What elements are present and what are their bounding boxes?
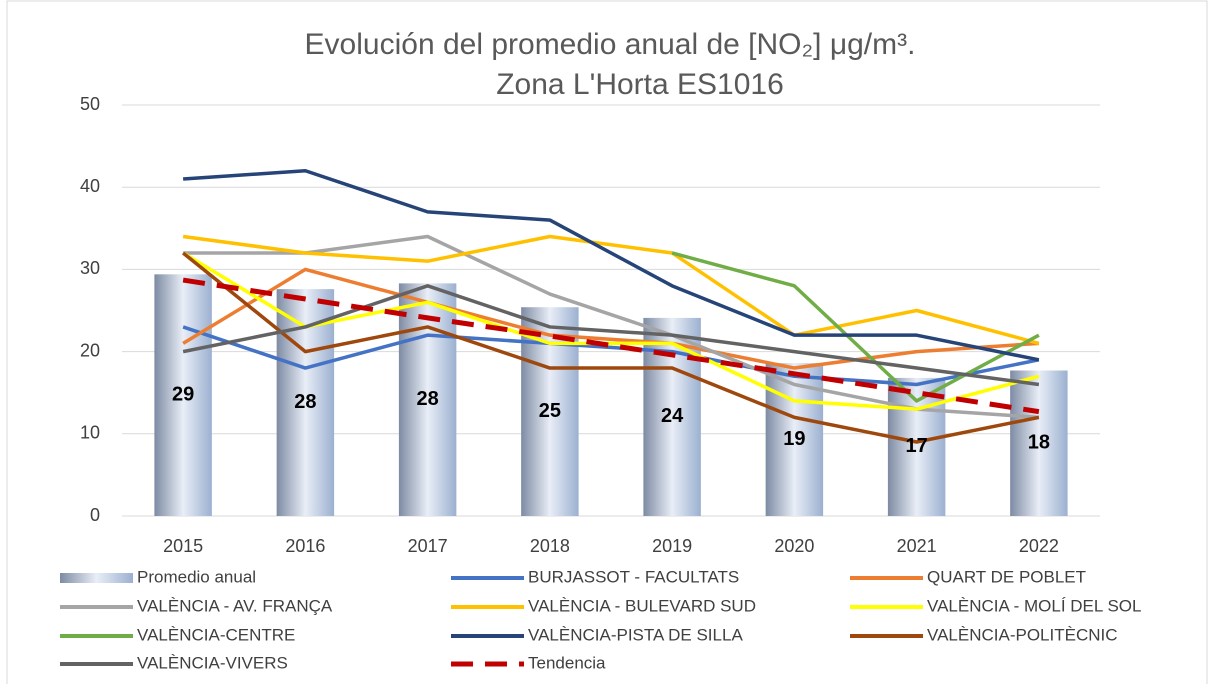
value-label: 19 xyxy=(783,428,805,450)
x-tick-label: 2016 xyxy=(285,536,325,556)
series-line xyxy=(183,234,1039,420)
chart-title: Zona L'Horta ES1016 xyxy=(496,68,784,101)
x-tick-label: 2021 xyxy=(897,536,937,556)
series-line xyxy=(183,169,1040,362)
value-label: 28 xyxy=(417,388,439,410)
x-tick-label: 2018 xyxy=(530,536,570,556)
x-tick-label: 2017 xyxy=(408,536,448,556)
series-line xyxy=(182,251,1040,411)
x-tick-label: 2015 xyxy=(163,536,203,556)
series-line xyxy=(182,284,1040,387)
series-line xyxy=(182,251,1040,444)
value-label: 29 xyxy=(172,383,194,405)
chart-title: Evolución del promedio anual de [NO₂] μg… xyxy=(305,28,916,61)
legend-label: VALÈNCIA-CENTRE xyxy=(137,625,295,644)
legend-label: Tendencia xyxy=(528,653,606,672)
value-label: 25 xyxy=(539,400,561,422)
value-label: 18 xyxy=(1028,432,1050,454)
legend-swatch xyxy=(60,573,133,583)
legend-label: VALÈNCIA-PISTA DE SILLA xyxy=(528,625,743,644)
legend-label: VALÈNCIA-VIVERS xyxy=(137,653,288,672)
legend-label: VALÈNCIA-POLITÈCNIC xyxy=(927,625,1118,644)
bar xyxy=(154,274,212,516)
y-tick-label: 40 xyxy=(80,176,100,196)
y-tick-label: 10 xyxy=(80,423,100,443)
legend-label: VALÈNCIA - AV. FRANÇA xyxy=(137,596,333,615)
x-tick-label: 2019 xyxy=(652,536,692,556)
bar xyxy=(1010,370,1068,516)
y-tick-label: 30 xyxy=(80,258,100,278)
legend-label: VALÈNCIA - BULEVARD SUD xyxy=(528,596,756,615)
value-label: 28 xyxy=(294,391,316,413)
legend-label: Promedio anual xyxy=(137,567,256,586)
series-line xyxy=(182,277,1040,415)
x-tick-label: 2022 xyxy=(1019,536,1059,556)
series-line xyxy=(182,267,1039,370)
x-tick-label: 2020 xyxy=(774,536,814,556)
legend-label: QUART DE POBLET xyxy=(927,567,1086,586)
y-tick-label: 0 xyxy=(90,505,100,525)
y-tick-label: 50 xyxy=(80,94,100,114)
value-label: 24 xyxy=(661,405,684,427)
y-tick-label: 20 xyxy=(80,340,100,360)
chart-frame xyxy=(6,0,1208,684)
series-line xyxy=(182,234,1040,346)
series-line xyxy=(671,251,1040,403)
legend-label: BURJASSOT - FACULTATS xyxy=(528,567,739,586)
value-label: 17 xyxy=(906,435,928,457)
bar xyxy=(398,283,457,516)
legend-label: VALÈNCIA - MOLÍ DEL SOL xyxy=(927,596,1141,615)
